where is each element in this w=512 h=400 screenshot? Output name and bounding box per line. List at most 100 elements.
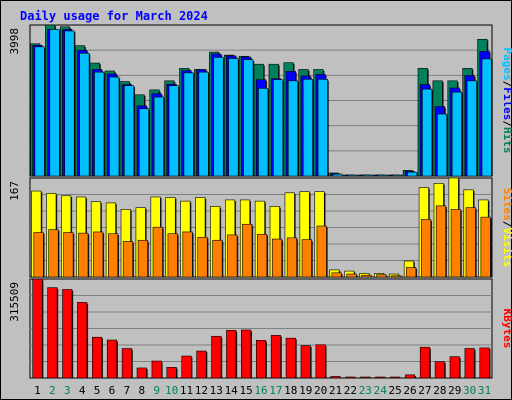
x-tick-label: 27: [418, 384, 431, 397]
x-tick-label: 31: [478, 384, 491, 397]
bar-pages-10: [168, 85, 179, 177]
bar-pages-4: [79, 52, 90, 177]
x-tick-label: 26: [403, 384, 416, 397]
legend-2: KBytes: [501, 309, 512, 349]
y-max-label-visits: 167: [8, 181, 21, 201]
bar-sites-6: [108, 233, 119, 278]
legend-text: Hits: [501, 127, 512, 154]
bar-sites-20: [316, 225, 327, 278]
bar-pages-19: [302, 79, 313, 177]
bar-sites-26: [406, 267, 417, 278]
bar-kbytes-28: [434, 361, 445, 379]
bar-pages-23: [362, 174, 373, 177]
x-tick-label: 4: [79, 384, 86, 397]
bar-sites-30: [465, 207, 476, 278]
legend-text: Files: [501, 87, 512, 120]
bar-kbytes-30: [464, 348, 475, 379]
bar-sites-4: [78, 232, 89, 278]
bar-sites-10: [167, 233, 178, 278]
bar-pages-15: [243, 59, 254, 177]
bar-sites-31: [480, 216, 491, 278]
x-tick-label: 6: [109, 384, 116, 397]
bar-kbytes-15: [241, 329, 252, 379]
bar-pages-21: [332, 173, 343, 177]
bar-pages-26: [407, 171, 418, 177]
bar-sites-1: [33, 232, 44, 278]
bar-sites-28: [435, 205, 446, 278]
x-tick-label: 19: [299, 384, 312, 397]
bar-pages-14: [228, 58, 239, 177]
bar-pages-24: [377, 174, 388, 177]
bar-sites-21: [331, 272, 342, 278]
bar-kbytes-7: [121, 348, 132, 379]
bar-sites-29: [450, 209, 461, 278]
bar-kbytes-21: [330, 376, 341, 379]
bar-pages-22: [347, 174, 358, 177]
legend-text: Sites: [501, 188, 512, 221]
bar-sites-13: [212, 239, 223, 278]
bar-kbytes-14: [226, 330, 237, 379]
x-tick-label: 8: [138, 384, 145, 397]
bar-sites-17: [271, 238, 283, 278]
bar-pages-11: [183, 72, 194, 177]
x-tick-label: 15: [239, 384, 252, 397]
legend-text: /: [501, 120, 512, 127]
bar-kbytes-17: [270, 335, 281, 379]
chart-title: Daily usage for March 2024: [20, 9, 208, 23]
x-tick-label: 22: [344, 384, 357, 397]
bar-pages-5: [94, 71, 105, 177]
bar-pages-18: [287, 80, 299, 177]
bar-sites-12: [197, 236, 208, 278]
legend-1: Sites/Visits: [501, 188, 512, 268]
bar-kbytes-24: [375, 376, 386, 379]
bar-pages-25: [392, 174, 403, 177]
bar-sites-24: [376, 274, 387, 278]
bar-kbytes-22: [345, 376, 356, 379]
bar-kbytes-12: [196, 350, 207, 379]
bar-sites-27: [420, 219, 432, 278]
bar-pages-3: [64, 30, 75, 177]
bar-kbytes-25: [390, 376, 401, 379]
bar-kbytes-10: [166, 367, 177, 379]
legend-0: Pages/Files/Hits: [501, 48, 512, 154]
x-tick-label: 28: [433, 384, 446, 397]
bar-kbytes-27: [419, 346, 430, 379]
bar-sites-8: [137, 239, 148, 278]
x-tick-label: 25: [389, 384, 402, 397]
x-tick-label: 18: [284, 384, 297, 397]
legend-text: /: [501, 81, 512, 88]
x-tick-label: 3: [64, 384, 71, 397]
bar-pages-8: [138, 108, 150, 177]
x-tick-label: 7: [124, 384, 131, 397]
bar-kbytes-23: [360, 376, 371, 379]
legend-text: /: [501, 221, 512, 228]
bar-pages-28: [436, 113, 448, 177]
bar-kbytes-29: [449, 356, 460, 379]
bar-pages-16: [258, 88, 269, 177]
bar-pages-30: [466, 80, 477, 177]
x-tick-label: 30: [463, 384, 476, 397]
bar-pages-7: [124, 85, 135, 177]
bar-kbytes-9: [151, 360, 162, 379]
x-tick-label: 11: [180, 384, 193, 397]
x-tick-label: 16: [254, 384, 267, 397]
bar-sites-11: [182, 231, 193, 278]
x-tick-label: 9: [153, 384, 160, 397]
bar-kbytes-4: [77, 302, 88, 379]
bar-pages-31: [481, 58, 492, 177]
bar-pages-29: [451, 91, 462, 177]
x-tick-label: 21: [329, 384, 342, 397]
bar-kbytes-19: [300, 345, 311, 379]
bar-kbytes-2: [47, 287, 58, 379]
x-tick-label: 29: [448, 384, 461, 397]
x-tick-label: 14: [225, 384, 239, 397]
bar-pages-17: [273, 79, 284, 177]
x-tick-label: 1: [34, 384, 41, 397]
bar-sites-22: [346, 273, 357, 278]
bar-kbytes-18: [285, 337, 296, 379]
bar-sites-23: [361, 274, 372, 278]
legend-text: Pages: [501, 48, 512, 81]
x-tick-label: 23: [359, 384, 372, 397]
y-max-label-kbytes: 315509: [8, 282, 21, 322]
x-tick-label: 17: [269, 384, 282, 397]
